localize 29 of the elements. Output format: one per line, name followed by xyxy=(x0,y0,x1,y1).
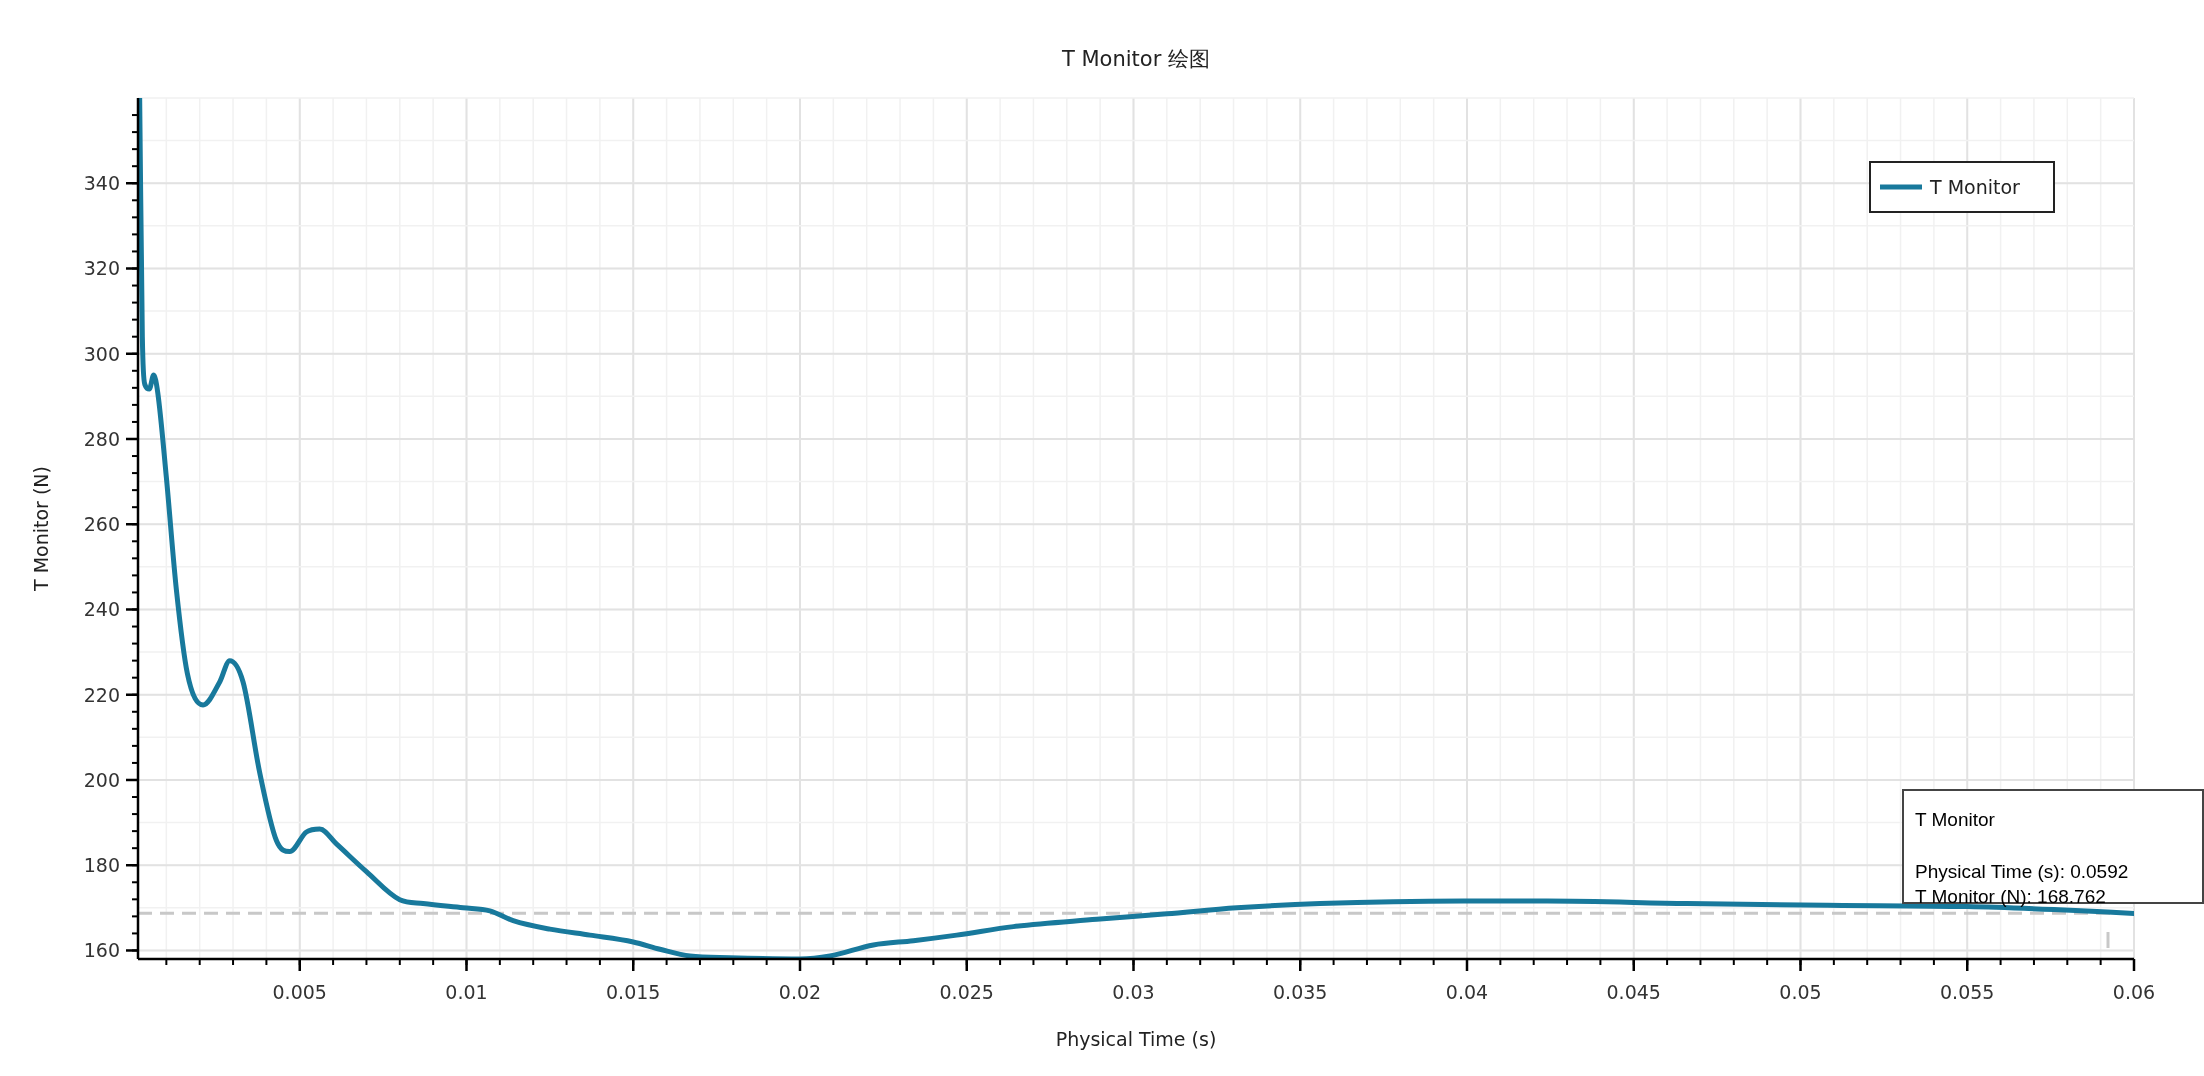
y-tick-label: 220 xyxy=(83,683,120,706)
x-tick-label: 0.035 xyxy=(1273,981,1328,1003)
x-tick-label: 0.05 xyxy=(1779,981,1822,1003)
y-tick-label: 340 xyxy=(83,172,120,195)
x-tick-label: 0.005 xyxy=(272,981,327,1003)
x-tick-label: 0.015 xyxy=(606,981,661,1003)
x-axis-title: Physical Time (s) xyxy=(1055,1028,1217,1050)
y-tick-label: 240 xyxy=(83,598,120,621)
x-tick-label: 0.04 xyxy=(1445,981,1489,1003)
annotation: Physical Time (s): 0.0592 xyxy=(1915,861,2129,882)
x-tick-label: 0.02 xyxy=(778,981,822,1003)
y-tick-label: 320 xyxy=(83,257,120,280)
y-tick-label: 200 xyxy=(83,768,120,791)
x-tick-label: 0.055 xyxy=(1940,981,1995,1003)
legend-label: T Monitor xyxy=(1929,176,2021,198)
chart-title: T Monitor 绘图 xyxy=(1060,47,1211,71)
annotation: T Monitor (N): 168.762 xyxy=(1915,886,2106,907)
y-axis-title: T Monitor (N) xyxy=(30,466,52,592)
y-tick-label: 180 xyxy=(83,854,120,877)
y-tick-label: 260 xyxy=(83,513,120,536)
x-tick-label: 0.03 xyxy=(1112,981,1155,1003)
x-tick-label: 0.06 xyxy=(2112,981,2156,1003)
y-tick-label: 160 xyxy=(83,939,120,962)
x-tick-label: 0.045 xyxy=(1606,981,1661,1003)
x-tick-label: 0.01 xyxy=(445,981,488,1003)
y-tick-label: 280 xyxy=(83,427,120,450)
x-tick-label: 0.025 xyxy=(939,981,994,1003)
y-tick-label: 300 xyxy=(83,342,120,365)
annotation: T Monitor xyxy=(1915,809,1996,830)
